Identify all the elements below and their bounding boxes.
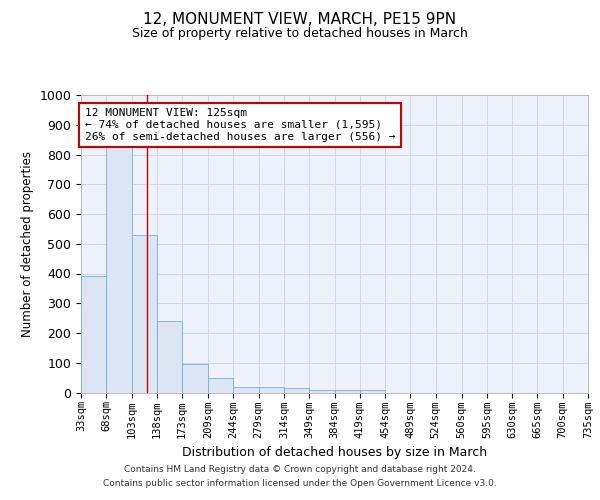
Bar: [309, 390, 335, 392]
Bar: [106, 147, 131, 392]
Y-axis label: Number of detached properties: Number of detached properties: [21, 151, 34, 337]
Text: Size of property relative to detached houses in March: Size of property relative to detached ho…: [132, 28, 468, 40]
Bar: [360, 390, 385, 392]
Bar: [284, 388, 309, 392]
Bar: [259, 386, 284, 392]
Bar: [233, 386, 259, 392]
Bar: [131, 235, 157, 392]
Bar: [182, 364, 208, 392]
Bar: [335, 390, 360, 392]
X-axis label: Distribution of detached houses by size in March: Distribution of detached houses by size …: [182, 446, 487, 459]
Bar: [81, 276, 106, 392]
Text: Contains HM Land Registry data © Crown copyright and database right 2024.
Contai: Contains HM Land Registry data © Crown c…: [103, 466, 497, 487]
Text: 12 MONUMENT VIEW: 125sqm
← 74% of detached houses are smaller (1,595)
26% of sem: 12 MONUMENT VIEW: 125sqm ← 74% of detach…: [85, 108, 395, 142]
Bar: [157, 321, 182, 392]
Bar: [208, 378, 233, 392]
Text: 12, MONUMENT VIEW, MARCH, PE15 9PN: 12, MONUMENT VIEW, MARCH, PE15 9PN: [143, 12, 457, 28]
